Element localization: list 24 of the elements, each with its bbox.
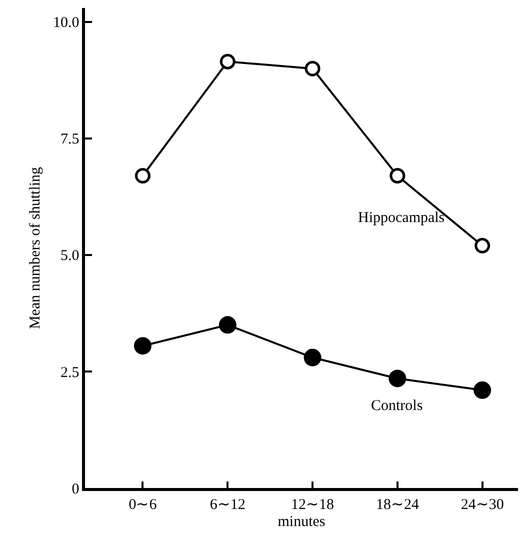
x-tick-label: 18∼24	[376, 496, 420, 513]
y-tick-label: 10.0	[53, 15, 80, 32]
y-tick-label: 5.0	[60, 248, 80, 264]
point	[388, 370, 406, 388]
y-tick-label: 7.5	[60, 132, 80, 148]
point	[220, 54, 236, 70]
x-tick-label: 6∼12	[210, 496, 246, 513]
point	[474, 238, 490, 254]
point	[304, 60, 320, 76]
point	[134, 168, 150, 184]
y-axis-title: Mean numbers of shuttling	[27, 166, 44, 330]
x-axis-title: minutes	[278, 514, 326, 530]
point	[304, 348, 322, 366]
x-tick-label: 24∼30	[460, 496, 504, 513]
point	[474, 381, 492, 399]
y-tick-label: 2.5	[60, 364, 80, 381]
series-label: Hippocampals	[358, 210, 445, 226]
point	[134, 337, 152, 355]
series-label: Controls	[371, 398, 423, 414]
y-tick-label: 0	[72, 481, 80, 498]
point	[218, 316, 236, 334]
x-tick-label: 12∼18	[291, 496, 334, 513]
point	[390, 168, 406, 184]
x-tick-label: 0∼6	[128, 496, 158, 513]
